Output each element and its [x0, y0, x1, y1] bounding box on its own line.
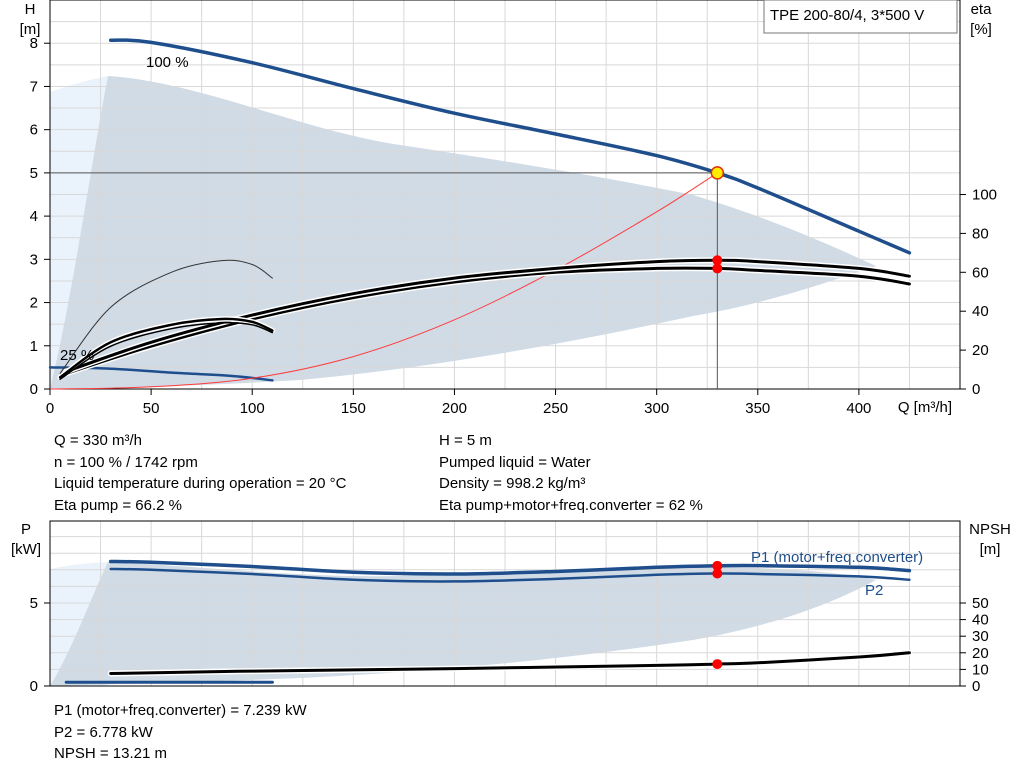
- y-axis-label-line1: H: [25, 1, 36, 18]
- x-tick-label: 150: [341, 400, 366, 417]
- npsh-tick-label: 20: [972, 645, 989, 662]
- eta-total-curve: [64, 266, 911, 375]
- y2-tick-label: 40: [972, 303, 989, 320]
- annotation-25-percent: 25 %: [60, 347, 94, 364]
- eta-low-speed-2-curve: [59, 321, 274, 381]
- x-axis-label: Q [m³/h]: [898, 399, 952, 416]
- speed-value: n = 100 % / 1742 rpm: [54, 453, 198, 471]
- npsh-tick-label: 30: [972, 628, 989, 645]
- eta-total-value: Eta pump+motor+freq.converter = 62 %: [439, 496, 703, 514]
- h100-curve: [108, 38, 912, 255]
- x-tick-label: 350: [745, 400, 770, 417]
- npsh-tick-label: 40: [972, 612, 989, 629]
- npsh-value: NPSH = 13.21 m: [54, 745, 167, 762]
- p2-legend-label: P2: [865, 582, 883, 599]
- y2-tick-label: 20: [972, 342, 989, 359]
- title-box: [763, 0, 958, 34]
- y-tick-label: 1: [30, 338, 38, 355]
- x-tick-label: 300: [644, 400, 669, 417]
- eta-pump-duty-marker: [712, 255, 723, 266]
- power-axis-label-line1: P: [21, 521, 31, 538]
- p2-value: P2 = 6.778 kW: [54, 723, 153, 741]
- y-tick-label: 7: [30, 78, 38, 95]
- power-info: P1 (motor+freq.converter) = 7.239 kW P2 …: [54, 700, 307, 765]
- y2-axis-label-line1: eta: [971, 1, 993, 18]
- y-tick-label: 0: [30, 381, 38, 398]
- npsh-axis-label-line1: NPSH: [969, 521, 1011, 538]
- x-tick-label: 250: [543, 400, 568, 417]
- p1-value: P1 (motor+freq.converter) = 7.239 kW: [54, 702, 307, 719]
- operating-area: [50, 76, 876, 389]
- npsh-tick-label: 10: [972, 661, 989, 678]
- power-grid: [49, 521, 961, 686]
- power-axis-label-line2: [kW]: [11, 541, 41, 558]
- p1-curve: [108, 559, 912, 576]
- chart-title: TPE 200-80/4, 3*500 V: [770, 7, 924, 24]
- head-efficiency-chart: 0 50 100 150 200 250 300 350 4000123456780204060…: [20, 0, 997, 417]
- annotation-100-percent: 100 %: [146, 54, 189, 71]
- y-tick-label: 5: [30, 165, 38, 182]
- power-area: [50, 562, 876, 686]
- y-tick-label: 3: [30, 251, 38, 268]
- x-tick-label: 100: [240, 400, 265, 417]
- eta-pump-curve: [64, 258, 911, 373]
- eta-pump-value: Eta pump = 66.2 %: [54, 496, 182, 514]
- y-tick-label: 2: [30, 295, 38, 312]
- y2-tick-label: 100: [972, 187, 997, 204]
- npsh-tick-label: 50: [972, 595, 989, 612]
- eta-low-speed-3-curve: [59, 259, 273, 374]
- duty-info-left: Q = 330 m³/h n = 100 % / 1742 rpm Liquid…: [54, 430, 346, 516]
- npsh-duty-marker: [712, 659, 723, 670]
- eta-total-duty-marker: [712, 263, 723, 274]
- y-tick-label: 4: [30, 208, 38, 225]
- npsh-axis-label-line2: [m]: [980, 541, 1001, 558]
- p2-curve: [109, 567, 911, 583]
- y-tick-label: 6: [30, 122, 38, 139]
- x-tick-label: 200: [442, 400, 467, 417]
- y2-axis-label-line2: [%]: [970, 21, 992, 38]
- temperature-value: Liquid temperature during operation = 20…: [54, 475, 347, 492]
- head-value: H = 5 m: [439, 432, 492, 449]
- system-curve: [49, 172, 718, 390]
- power-tick-label: 5: [30, 595, 38, 612]
- power-tick-label: 0: [30, 678, 38, 695]
- x-tick-label: 50: [143, 400, 160, 417]
- p1-duty-marker: [712, 560, 723, 571]
- x-tick-label: 400: [846, 400, 871, 417]
- duty-point-marker: [710, 166, 725, 180]
- y2-tick-label: 60: [972, 264, 989, 281]
- x-tick-label: 0: [46, 400, 54, 417]
- flow-value: Q = 330 m³/h: [54, 432, 142, 449]
- pumped-liquid-value: Pumped liquid = Water: [439, 453, 591, 471]
- p2-duty-marker: [712, 568, 723, 579]
- npsh-tick-label: 0: [972, 678, 980, 695]
- y2-tick-label: 0: [972, 381, 980, 398]
- eta-low-speed-1-curve: [58, 317, 274, 379]
- density-value: Density = 998.2 kg/m³: [439, 475, 586, 492]
- y-tick-label: 8: [30, 35, 38, 52]
- duty-info-right: H = 5 m Pumped liquid = Water Density = …: [439, 430, 703, 516]
- y-axis-label-line2: [m]: [20, 21, 41, 38]
- npsh-curve: [109, 651, 911, 675]
- p1-legend-label: P1 (motor+freq.converter): [751, 549, 923, 566]
- y2-tick-label: 80: [972, 225, 989, 242]
